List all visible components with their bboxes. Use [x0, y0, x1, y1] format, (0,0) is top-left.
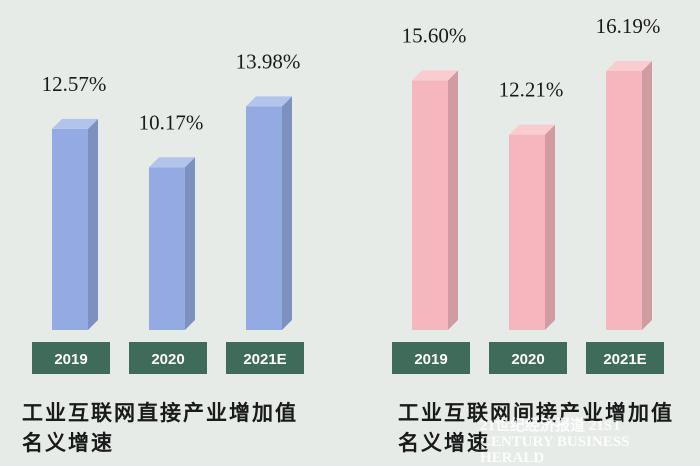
- bar: [246, 106, 282, 330]
- bar: [412, 80, 448, 331]
- x-tick-label: 2021E: [603, 351, 646, 368]
- data-label: 10.17%: [139, 110, 204, 134]
- category-box: [32, 342, 110, 374]
- chart-title: 工业互联网间接产业增加值名义增速: [398, 401, 674, 455]
- x-tick-label: 2020: [511, 351, 544, 368]
- x-tick-label: 2020: [151, 351, 184, 368]
- x-tick-label: 2019: [54, 351, 87, 368]
- bar-top: [246, 96, 292, 107]
- bar: [509, 134, 545, 330]
- bar-top: [52, 118, 98, 129]
- bar-top: [412, 70, 458, 81]
- watermark: 21世纪经济报道 21ST CENTURY BUSINESS HERALD: [480, 418, 630, 466]
- x-tick-label: 2021E: [243, 351, 286, 368]
- bar: [606, 70, 642, 331]
- data-label: 13.98%: [236, 49, 301, 73]
- bar: [52, 128, 88, 330]
- data-label: 12.57%: [42, 72, 107, 96]
- bar-side: [282, 96, 292, 330]
- category-box: [392, 342, 470, 374]
- x-tick-label: 2019: [414, 351, 447, 368]
- data-label: 12.21%: [499, 78, 564, 102]
- bar: [149, 167, 185, 330]
- category-box: [489, 342, 567, 374]
- bar-top: [509, 124, 555, 135]
- bar-side: [642, 60, 652, 331]
- bar-side: [545, 124, 555, 330]
- bar-top: [149, 157, 195, 168]
- category-box: [586, 342, 664, 374]
- chart-title: 工业互联网直接产业增加值名义增速: [22, 401, 298, 455]
- bar-top: [606, 60, 652, 71]
- bar-side: [185, 157, 195, 330]
- data-label: 16.19%: [596, 14, 661, 38]
- bar-side: [448, 70, 458, 331]
- data-label: 15.60%: [402, 23, 467, 47]
- category-box: [226, 342, 304, 374]
- category-box: [129, 342, 207, 374]
- bar-side: [88, 118, 98, 330]
